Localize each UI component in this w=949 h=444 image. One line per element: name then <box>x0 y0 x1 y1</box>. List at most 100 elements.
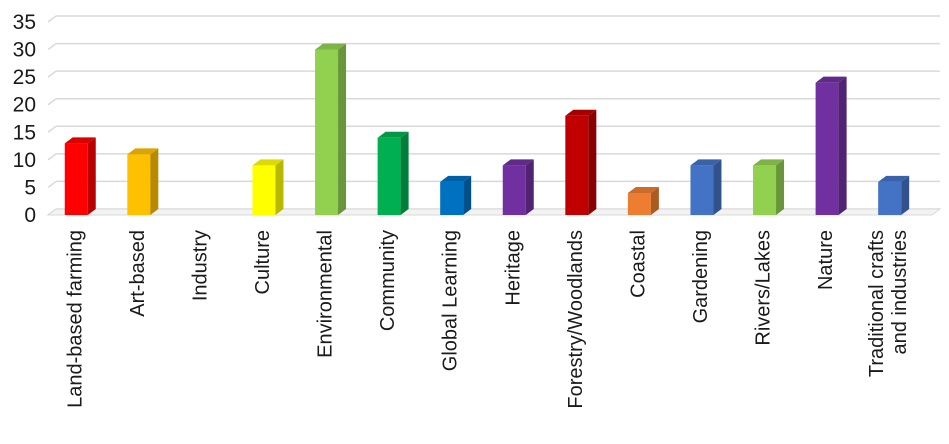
y-axis-ticks: 0 5 10 15 20 25 30 35 <box>13 11 36 227</box>
y-tick-label: 10 <box>13 149 36 172</box>
bar-side <box>776 159 785 215</box>
x-tick-label: Environmental <box>315 230 337 358</box>
bar-front <box>815 82 839 216</box>
bar-side <box>150 148 159 215</box>
bar-top <box>440 175 472 182</box>
bar-side <box>713 159 722 215</box>
gridline-side <box>47 153 57 161</box>
gridlines <box>47 15 940 216</box>
y-tick-label: 25 <box>13 66 36 89</box>
x-tick-label-line: Land-based farming <box>64 230 86 408</box>
bar-side <box>838 76 847 216</box>
bar-side <box>338 43 347 216</box>
bar-side <box>400 131 409 215</box>
x-tick-label-line: Environmental <box>315 230 337 358</box>
bar-side <box>87 137 96 215</box>
bar-top <box>315 43 347 50</box>
x-tick-label-line: Art-based <box>127 230 149 317</box>
x-tick-label-line: and industries <box>889 230 911 355</box>
gridline-side <box>47 15 57 23</box>
bar <box>64 137 96 215</box>
bar-top <box>815 76 847 83</box>
y-tick-label: 5 <box>24 176 36 199</box>
bar <box>753 159 785 215</box>
bar-front <box>64 143 88 215</box>
bar <box>815 76 847 216</box>
x-tick-label-line: Gardening <box>690 230 712 323</box>
bar <box>502 159 534 215</box>
y-tick-label: 35 <box>13 11 36 34</box>
gridline-side <box>47 70 57 78</box>
x-axis-labels: Land-based farming Art-based Industry Cultu… <box>64 230 911 409</box>
x-tick-label-line: Nature <box>815 230 837 290</box>
bar <box>252 159 284 215</box>
y-tick-label: 20 <box>13 94 36 117</box>
x-tick-label-line: Heritage <box>502 230 524 306</box>
x-tick-label: Forestry/Woodlands <box>565 230 587 409</box>
bar-top <box>377 131 409 138</box>
bar-front <box>878 181 902 215</box>
y-tick-label: 15 <box>13 121 36 144</box>
bar <box>377 131 409 215</box>
x-tick-label-line: Coastal <box>627 230 649 298</box>
x-tick-label: Gardening <box>690 230 712 323</box>
x-tick-label-line: Forestry/Woodlands <box>565 230 587 409</box>
x-tick-label: Culture <box>252 230 274 294</box>
bar-front <box>690 165 714 215</box>
gridline-side <box>47 180 57 189</box>
bar <box>565 109 597 215</box>
bar-front <box>252 165 276 215</box>
y-tick-label: 30 <box>13 39 36 62</box>
x-tick-label-line: Rivers/Lakes <box>753 230 775 346</box>
bar-top <box>565 109 597 116</box>
bar <box>627 186 659 215</box>
x-tick-label: Nature <box>815 230 837 290</box>
bar-top <box>627 186 659 193</box>
chart-floor <box>46 208 942 216</box>
bar-side <box>525 159 534 215</box>
bar-top <box>690 159 722 166</box>
bar <box>878 175 910 215</box>
bar-front <box>753 165 777 215</box>
bar-top <box>127 148 159 155</box>
floor-plane <box>46 208 942 216</box>
x-tick-label: Art-based <box>127 230 149 317</box>
x-tick-label: Global Learning <box>440 230 462 371</box>
x-tick-label: Land-based farming <box>64 230 86 408</box>
gridline-side <box>47 125 57 133</box>
bar-front <box>315 49 339 216</box>
x-tick-label: Industry <box>189 230 211 301</box>
y-tick-label: 0 <box>24 204 36 227</box>
bar-top <box>252 159 284 166</box>
bar-front <box>565 115 589 215</box>
bar-top <box>753 159 785 166</box>
bar <box>127 148 159 215</box>
gridline-side <box>47 42 57 51</box>
bar-front <box>127 154 151 215</box>
bar-top <box>878 175 910 182</box>
bars <box>64 43 910 216</box>
gridline-side <box>47 98 57 106</box>
x-tick-label: Traditional craftsand industries <box>866 230 911 377</box>
bar-top <box>64 137 96 144</box>
bar <box>690 159 722 215</box>
bar-side <box>275 159 284 215</box>
bar-front <box>377 137 401 215</box>
bar-side <box>650 186 659 215</box>
bar-front <box>502 165 526 215</box>
x-tick-label-line: Global Learning <box>440 230 462 371</box>
x-tick-label: Coastal <box>627 230 649 298</box>
x-tick-label-line: Traditional crafts <box>866 230 888 377</box>
x-tick-label-line: Community <box>377 230 399 331</box>
bar-front <box>627 192 651 215</box>
bar-top <box>502 159 534 166</box>
x-tick-label: Community <box>377 230 399 331</box>
x-tick-label-line: Culture <box>252 230 274 294</box>
bar-side <box>901 175 910 215</box>
bar-side <box>463 175 472 215</box>
x-tick-label-line: Industry <box>189 230 211 301</box>
bar-front <box>440 181 464 215</box>
x-tick-label: Heritage <box>502 230 524 306</box>
bar-side <box>588 109 597 215</box>
